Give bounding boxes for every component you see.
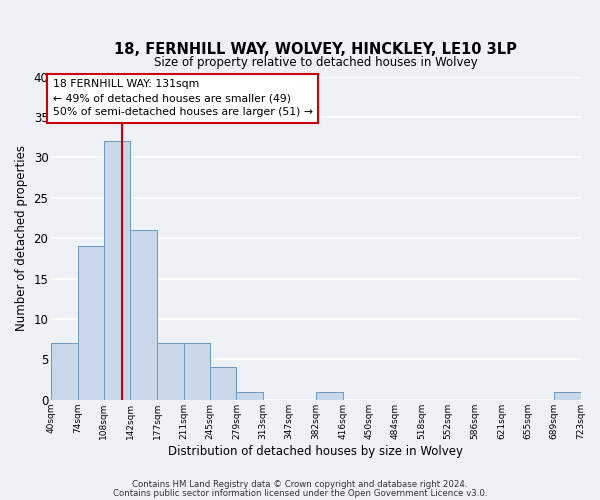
Bar [157, 344, 184, 400]
Bar [210, 368, 236, 400]
Y-axis label: Number of detached properties: Number of detached properties [15, 146, 28, 332]
Bar [77, 246, 104, 400]
Title: 18, FERNHILL WAY, WOLVEY, HINCKLEY, LE10 3LP: 18, FERNHILL WAY, WOLVEY, HINCKLEY, LE10… [115, 42, 517, 58]
Bar [104, 142, 130, 400]
Bar [316, 392, 343, 400]
Bar [236, 392, 263, 400]
Text: Contains public sector information licensed under the Open Government Licence v3: Contains public sector information licen… [113, 488, 487, 498]
Text: 18 FERNHILL WAY: 131sqm
← 49% of detached houses are smaller (49)
50% of semi-de: 18 FERNHILL WAY: 131sqm ← 49% of detache… [53, 79, 313, 117]
Bar [130, 230, 157, 400]
Bar [184, 344, 210, 400]
Text: Size of property relative to detached houses in Wolvey: Size of property relative to detached ho… [154, 56, 478, 68]
X-axis label: Distribution of detached houses by size in Wolvey: Distribution of detached houses by size … [169, 444, 463, 458]
Bar [554, 392, 581, 400]
Bar [51, 344, 77, 400]
Text: Contains HM Land Registry data © Crown copyright and database right 2024.: Contains HM Land Registry data © Crown c… [132, 480, 468, 489]
